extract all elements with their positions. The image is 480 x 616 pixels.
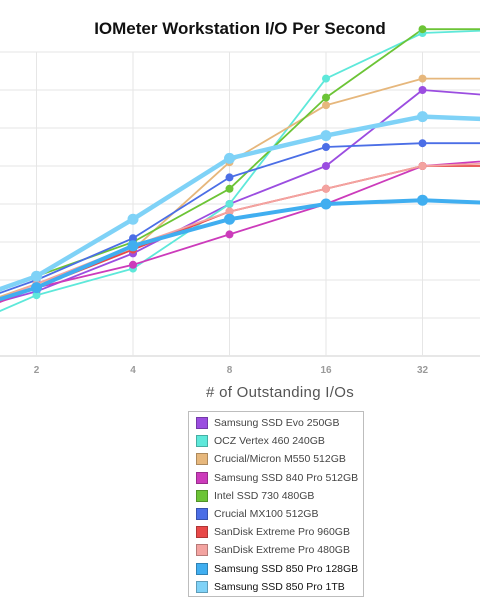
x-tick-label: 8 [227, 365, 233, 376]
data-point [418, 162, 427, 170]
legend-label: Samsung SSD 850 Pro 128GB [214, 562, 359, 575]
data-point [127, 213, 139, 225]
data-point [127, 240, 139, 252]
legend-label: Samsung SSD Evo 250GB [214, 417, 340, 430]
data-point [225, 173, 234, 182]
legend-label: Samsung SSD 850 Pro 1TB [214, 580, 345, 593]
x-axis-ticks: 2 4 8 16 32 [34, 365, 429, 376]
legend-label: Crucial MX100 512GB [214, 508, 319, 521]
series-line [0, 77, 480, 298]
data-point [225, 207, 234, 216]
legend-swatch [196, 508, 208, 521]
data-point [320, 130, 332, 142]
legend-swatch [196, 526, 208, 539]
legend-item[interactable]: SanDisk Extreme Pro 480GB [189, 541, 363, 559]
legend-item[interactable]: Crucial/Micron M550 512GB [189, 450, 363, 468]
legend-label: Crucial/Micron M550 512GB [214, 453, 346, 466]
x-tick-label: 32 [417, 365, 429, 376]
legend-item[interactable]: SanDisk Extreme Pro 960GB [189, 523, 363, 541]
legend-label: Intel SSD 730 480GB [214, 489, 315, 502]
data-point [224, 152, 235, 164]
x-axis-label: # of Outstanding I/Os [205, 384, 355, 401]
data-point [322, 101, 330, 110]
data-point [418, 74, 427, 83]
legend-swatch [196, 489, 208, 502]
x-tick-label: 2 [34, 365, 40, 376]
data-point [31, 270, 42, 282]
data-point [418, 139, 427, 148]
data-point [417, 111, 428, 123]
data-point [322, 74, 330, 83]
series-line [0, 198, 480, 302]
series-points [31, 25, 428, 300]
chart-grid [0, 51, 480, 357]
legend-swatch [196, 580, 208, 593]
data-point [322, 93, 330, 102]
data-point [322, 184, 330, 193]
series-lines [0, 28, 480, 312]
data-point [322, 162, 330, 170]
legend-label: OCZ Vertex 460 240GB [214, 435, 325, 448]
data-point [31, 282, 42, 294]
data-point [225, 230, 234, 239]
x-tick-label: 4 [130, 365, 136, 376]
legend-swatch [196, 471, 208, 484]
legend-swatch [196, 417, 208, 430]
legend-item[interactable]: Intel SSD 730 480GB [189, 487, 363, 505]
legend-label: SanDisk Extreme Pro 960GB [214, 526, 350, 539]
data-point [225, 200, 234, 208]
data-point [32, 291, 41, 300]
legend-swatch [196, 435, 208, 448]
line-chart: 2 4 8 16 32 [0, 25, 480, 376]
legend-item[interactable]: Samsung SSD 850 Pro 128GB [189, 560, 363, 578]
data-point [418, 25, 427, 34]
legend-item[interactable]: Samsung SSD 850 Pro 1TB [189, 578, 363, 596]
data-point [320, 198, 332, 210]
legend-item[interactable]: Crucial MX100 512GB [189, 505, 363, 523]
legend-label: Samsung SSD 840 Pro 512GB [214, 471, 359, 484]
chart-title: IOMeter Workstation I/O Per Second [94, 19, 386, 38]
legend-swatch [196, 562, 208, 575]
data-point [225, 184, 234, 193]
x-tick-label: 16 [320, 365, 332, 376]
legend-label: SanDisk Extreme Pro 480GB [214, 544, 350, 557]
legend-swatch [196, 544, 208, 557]
chart-legend: Samsung SSD Evo 250GB OCZ Vertex 460 240G… [188, 411, 364, 597]
data-point [224, 213, 235, 225]
legend-swatch [196, 453, 208, 466]
data-point [129, 260, 137, 269]
data-point [129, 234, 137, 243]
data-point [417, 194, 428, 206]
series-line [0, 114, 480, 292]
series-line [0, 29, 480, 312]
legend-item[interactable]: OCZ Vertex 460 240GB [189, 432, 363, 450]
data-point [418, 86, 427, 94]
legend-item[interactable]: Samsung SSD 840 Pro 512GB [189, 469, 363, 487]
legend-item[interactable]: Samsung SSD Evo 250GB [189, 414, 363, 432]
data-point [322, 143, 330, 151]
